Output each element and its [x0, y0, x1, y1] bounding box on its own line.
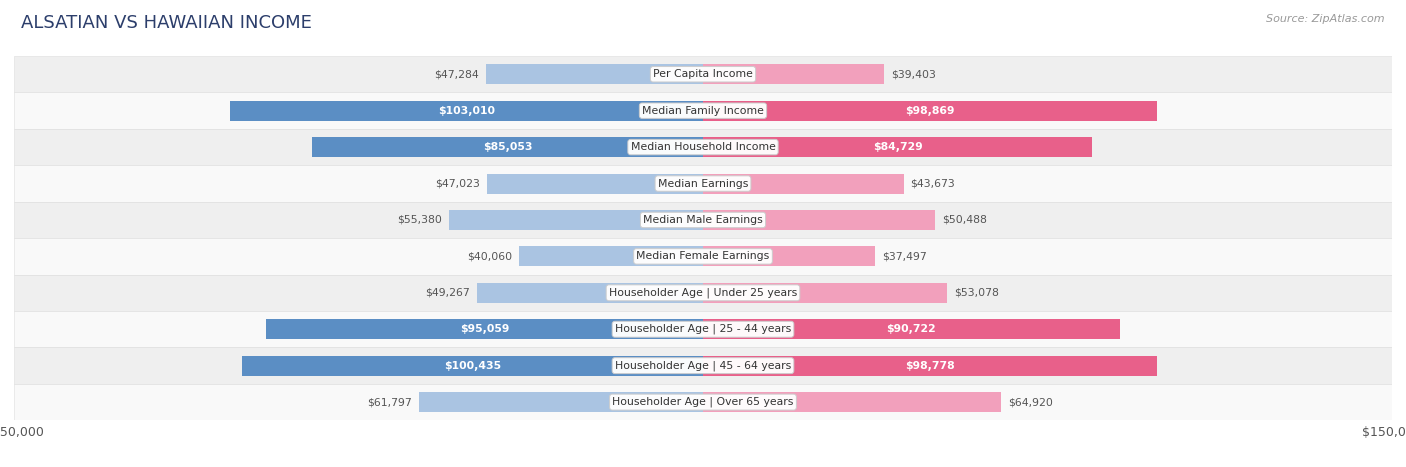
Bar	[486, 64, 703, 84]
Bar	[703, 101, 1157, 120]
Bar	[266, 319, 703, 339]
Text: $37,497: $37,497	[882, 251, 927, 262]
Text: $50,488: $50,488	[942, 215, 987, 225]
Bar	[14, 202, 1392, 238]
Text: $53,078: $53,078	[953, 288, 998, 298]
Text: $49,267: $49,267	[425, 288, 470, 298]
Text: $84,729: $84,729	[873, 142, 922, 152]
Text: Householder Age | 25 - 44 years: Householder Age | 25 - 44 years	[614, 324, 792, 334]
Bar	[14, 311, 1392, 347]
Bar	[519, 247, 703, 266]
Text: $85,053: $85,053	[482, 142, 533, 152]
Text: Source: ZipAtlas.com: Source: ZipAtlas.com	[1267, 14, 1385, 24]
Text: Median Household Income: Median Household Income	[630, 142, 776, 152]
Bar	[14, 347, 1392, 384]
Bar	[477, 283, 703, 303]
Bar	[703, 283, 946, 303]
Bar	[703, 247, 875, 266]
Text: Median Earnings: Median Earnings	[658, 178, 748, 189]
Text: Median Male Earnings: Median Male Earnings	[643, 215, 763, 225]
Text: Median Female Earnings: Median Female Earnings	[637, 251, 769, 262]
Text: $98,869: $98,869	[905, 106, 955, 116]
Text: $90,722: $90,722	[886, 324, 936, 334]
Text: $98,778: $98,778	[905, 361, 955, 371]
Text: $100,435: $100,435	[444, 361, 501, 371]
Text: Householder Age | Over 65 years: Householder Age | Over 65 years	[612, 397, 794, 407]
Text: Householder Age | Under 25 years: Householder Age | Under 25 years	[609, 288, 797, 298]
Bar	[703, 174, 904, 193]
Text: Householder Age | 45 - 64 years: Householder Age | 45 - 64 years	[614, 361, 792, 371]
Text: $64,920: $64,920	[1008, 397, 1053, 407]
Bar	[14, 56, 1392, 92]
Text: Median Family Income: Median Family Income	[643, 106, 763, 116]
Text: ALSATIAN VS HAWAIIAN INCOME: ALSATIAN VS HAWAIIAN INCOME	[21, 14, 312, 32]
Bar	[14, 92, 1392, 129]
Bar	[703, 137, 1092, 157]
Text: $55,380: $55,380	[396, 215, 441, 225]
Text: $43,673: $43,673	[911, 178, 955, 189]
Bar	[703, 64, 884, 84]
Bar	[14, 129, 1392, 165]
Bar	[419, 392, 703, 412]
Bar	[312, 137, 703, 157]
Bar	[14, 384, 1392, 420]
Text: $40,060: $40,060	[467, 251, 512, 262]
Text: $47,284: $47,284	[434, 69, 479, 79]
Bar	[703, 392, 1001, 412]
Text: $95,059: $95,059	[460, 324, 509, 334]
Bar	[14, 238, 1392, 275]
Text: Per Capita Income: Per Capita Income	[652, 69, 754, 79]
Text: $47,023: $47,023	[436, 178, 479, 189]
Bar	[703, 356, 1157, 375]
Bar	[14, 165, 1392, 202]
Text: $61,797: $61,797	[367, 397, 412, 407]
Bar	[486, 174, 703, 193]
Text: $39,403: $39,403	[891, 69, 936, 79]
Text: $103,010: $103,010	[437, 106, 495, 116]
Bar	[242, 356, 703, 375]
Bar	[703, 210, 935, 230]
Bar	[14, 275, 1392, 311]
Bar	[449, 210, 703, 230]
Bar	[703, 319, 1119, 339]
Bar	[231, 101, 703, 120]
